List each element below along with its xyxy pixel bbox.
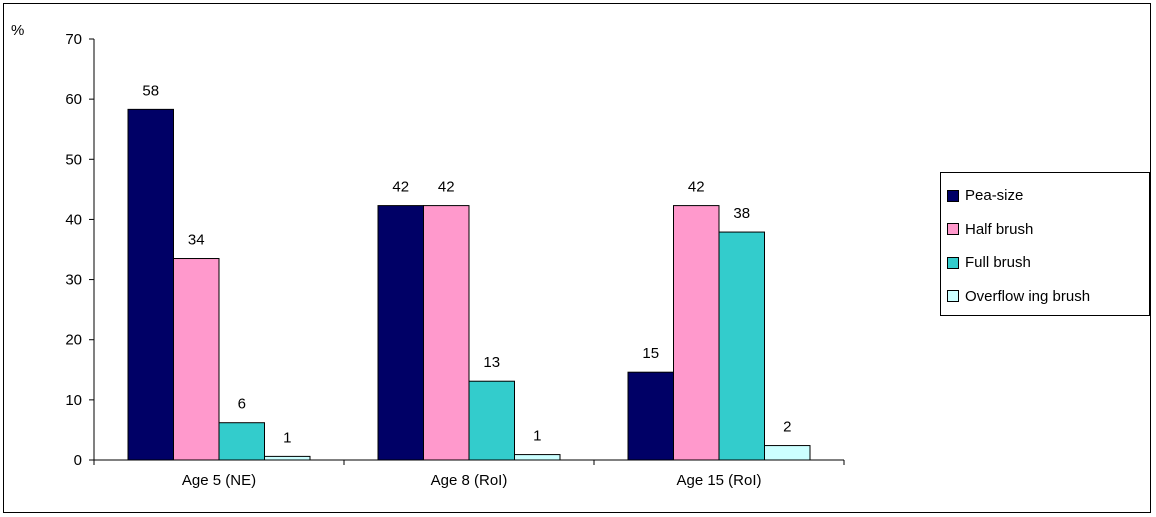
y-axis-title: %: [11, 22, 24, 39]
legend-label: Half brush: [965, 220, 1034, 238]
legend-item: Half brush: [947, 213, 1149, 247]
bar: [673, 205, 720, 461]
data-label: 6: [238, 396, 246, 413]
legend-label: Full brush: [965, 254, 1031, 272]
legend: Pea-size Half brush Full brush Overflow ing…: [940, 172, 1150, 316]
y-tick-label: 30: [65, 272, 82, 289]
bar: [764, 445, 811, 461]
bar: [423, 205, 470, 461]
data-label: 1: [533, 428, 541, 445]
legend-swatch: [947, 256, 959, 269]
y-tick-label: 50: [65, 151, 82, 168]
bar: [514, 454, 561, 461]
bar: [377, 205, 424, 461]
data-label: 2: [783, 419, 791, 436]
bar-chart: % 0 10 20 30 40 50 60 70 Age 5 (NE) Age 8 (RoI) Ag…: [11, 22, 845, 489]
y-tick-label: 10: [65, 392, 82, 409]
legend-swatch: [947, 290, 959, 303]
y-tick-label: 0: [74, 452, 82, 469]
legend-swatch: [947, 189, 959, 202]
chart-frame: % 0 10 20 30 40 50 60 70 Age 5 (NE) Age 8 (RoI) Ag…: [3, 3, 1151, 513]
y-tick-label: 60: [65, 91, 82, 108]
category-label: Age 8 (RoI): [431, 472, 508, 489]
data-label: 1: [283, 429, 291, 446]
legend-label: Overflow ing brush: [965, 287, 1091, 305]
bar: [627, 371, 674, 461]
y-tick-label: 40: [65, 211, 82, 228]
data-label: 38: [733, 205, 750, 222]
legend-swatch: [947, 223, 959, 236]
data-label: 15: [642, 345, 659, 362]
data-label: 42: [438, 179, 455, 196]
data-label: 42: [688, 179, 705, 196]
bar: [718, 231, 765, 461]
legend-item: Overflow ing brush: [947, 280, 1149, 314]
bars: [127, 108, 811, 461]
category-label: Age 5 (NE): [182, 472, 256, 489]
legend-label: Pea-size: [965, 187, 1024, 205]
category-label: Age 15 (RoI): [676, 472, 761, 489]
y-tick-label: 70: [65, 31, 82, 48]
data-label: 13: [483, 354, 500, 371]
data-label: 58: [142, 82, 159, 99]
bar: [468, 380, 515, 461]
bar: [264, 455, 311, 461]
legend-item: Pea-size: [947, 179, 1149, 213]
axes: 0 10 20 30 40 50 60 70 Age 5 (NE) Age 8 (RoI) Age …: [65, 31, 845, 489]
legend-item: Full brush: [947, 246, 1149, 280]
bar: [218, 422, 265, 461]
y-tick-label: 20: [65, 332, 82, 349]
data-label: 42: [392, 179, 409, 196]
data-labels: 58 34 6 1 42 42 13 1 15 42 38 2: [142, 82, 791, 446]
bar: [173, 258, 220, 461]
bar: [127, 108, 174, 461]
data-label: 34: [188, 232, 205, 249]
